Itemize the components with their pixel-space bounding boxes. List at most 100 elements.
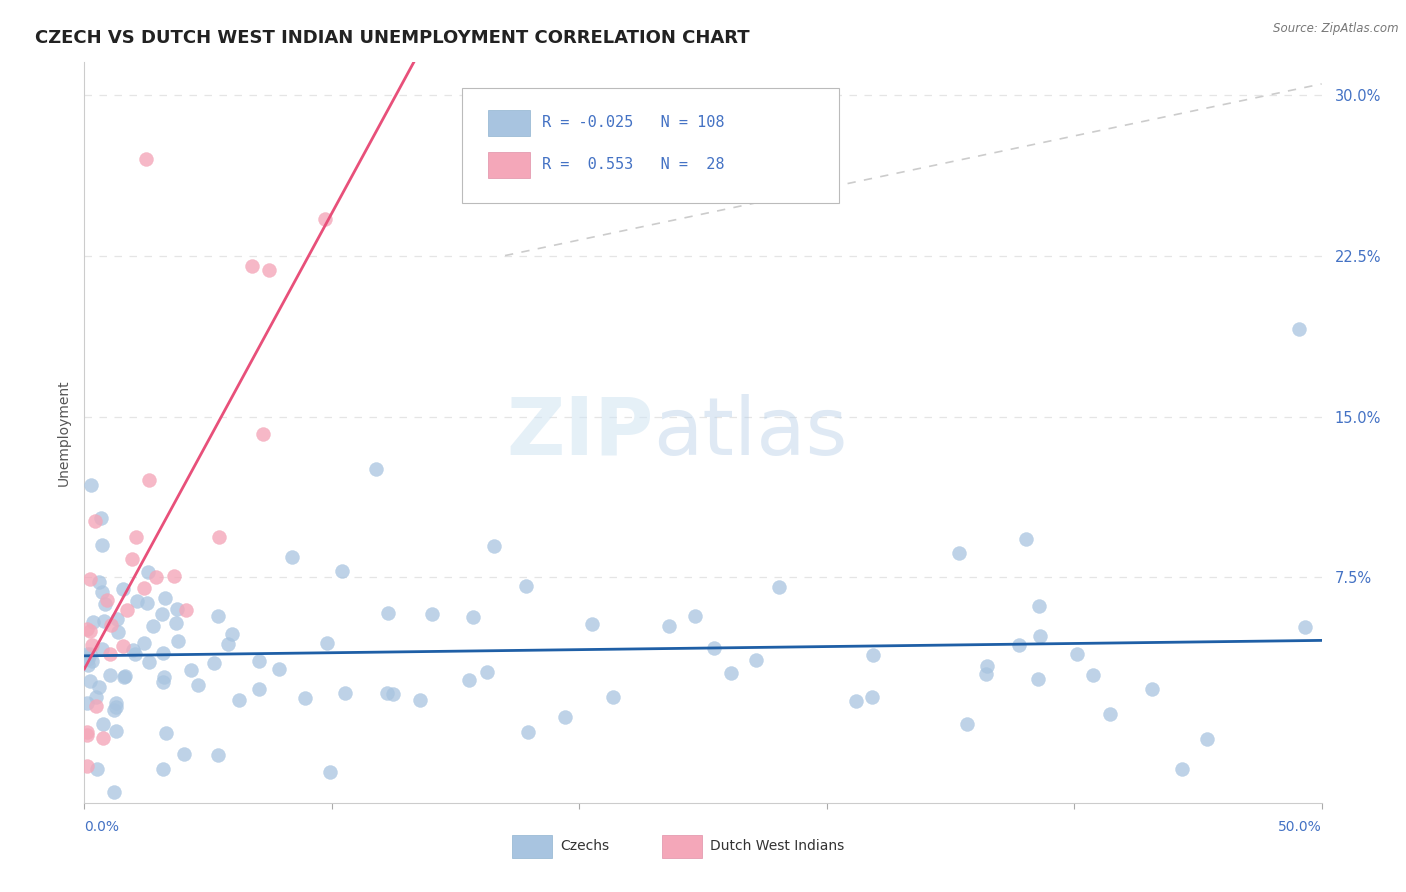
- Point: [153, 670, 176, 684]
- Point: [463, 609, 485, 624]
- Point: [862, 648, 884, 663]
- Point: [319, 765, 342, 780]
- Point: [482, 539, 505, 553]
- FancyBboxPatch shape: [512, 836, 553, 857]
- Point: [247, 654, 270, 668]
- Point: [658, 619, 681, 633]
- Point: [127, 594, 149, 608]
- Point: [142, 618, 165, 632]
- Point: [1142, 682, 1164, 697]
- Point: [90, 510, 112, 524]
- Point: [132, 636, 155, 650]
- Point: [180, 663, 202, 677]
- Point: [1026, 672, 1049, 686]
- Point: [76, 648, 98, 662]
- Point: [80, 478, 103, 492]
- Point: [104, 697, 127, 711]
- Point: [90, 538, 112, 552]
- Point: [79, 674, 101, 689]
- Point: [956, 716, 979, 731]
- Point: [98, 667, 121, 681]
- Point: [976, 658, 998, 673]
- Point: [409, 693, 432, 707]
- Point: [86, 762, 108, 776]
- Point: [104, 724, 127, 739]
- Point: [281, 549, 304, 564]
- Point: [1288, 321, 1310, 335]
- Point: [1197, 731, 1219, 746]
- Point: [269, 662, 291, 676]
- Point: [602, 690, 624, 704]
- Point: [138, 473, 160, 487]
- Point: [82, 654, 104, 668]
- Point: [314, 211, 336, 226]
- Point: [82, 615, 104, 630]
- Point: [187, 678, 209, 692]
- Point: [581, 617, 603, 632]
- Point: [228, 693, 250, 707]
- Point: [252, 426, 274, 441]
- Point: [135, 596, 157, 610]
- Point: [1098, 707, 1121, 722]
- Point: [166, 602, 188, 616]
- Point: [100, 617, 122, 632]
- Point: [1171, 763, 1194, 777]
- Text: ZIP: ZIP: [506, 393, 654, 472]
- Text: 50.0%: 50.0%: [1278, 820, 1322, 834]
- Point: [145, 569, 167, 583]
- Point: [333, 686, 356, 700]
- Point: [208, 531, 231, 545]
- Point: [76, 623, 98, 637]
- Point: [77, 657, 100, 672]
- Point: [458, 673, 481, 687]
- Point: [112, 582, 135, 596]
- Point: [1029, 629, 1052, 643]
- Point: [155, 591, 177, 605]
- Point: [122, 642, 145, 657]
- Point: [375, 686, 398, 700]
- Point: [174, 603, 197, 617]
- Point: [105, 611, 128, 625]
- Point: [152, 762, 174, 776]
- Point: [420, 607, 443, 622]
- Point: [91, 716, 114, 731]
- Point: [90, 642, 112, 657]
- Point: [475, 665, 498, 679]
- Point: [257, 262, 280, 277]
- Point: [103, 785, 125, 799]
- Point: [112, 670, 135, 684]
- Point: [121, 552, 143, 566]
- Point: [94, 597, 117, 611]
- Point: [207, 748, 229, 763]
- Point: [685, 609, 707, 624]
- FancyBboxPatch shape: [461, 88, 839, 203]
- Text: Dutch West Indians: Dutch West Indians: [710, 839, 845, 854]
- Point: [167, 634, 190, 648]
- Point: [221, 626, 243, 640]
- Point: [207, 609, 229, 624]
- Point: [84, 690, 107, 704]
- Point: [768, 580, 790, 594]
- Point: [217, 636, 239, 650]
- Point: [515, 579, 537, 593]
- Point: [111, 639, 134, 653]
- Point: [1028, 599, 1050, 613]
- Point: [155, 725, 177, 739]
- FancyBboxPatch shape: [488, 110, 530, 136]
- Point: [98, 647, 121, 661]
- Point: [1083, 668, 1105, 682]
- Point: [84, 698, 107, 713]
- Point: [1066, 647, 1088, 661]
- Point: [79, 647, 101, 661]
- Point: [845, 694, 868, 708]
- Point: [107, 625, 129, 640]
- Point: [76, 697, 98, 711]
- Text: 0.0%: 0.0%: [84, 820, 120, 834]
- Point: [377, 606, 399, 620]
- Point: [76, 725, 98, 739]
- FancyBboxPatch shape: [662, 836, 702, 857]
- Point: [1008, 639, 1031, 653]
- Text: R =  0.553   N =  28: R = 0.553 N = 28: [543, 157, 724, 172]
- Point: [1294, 620, 1316, 634]
- Point: [76, 728, 98, 742]
